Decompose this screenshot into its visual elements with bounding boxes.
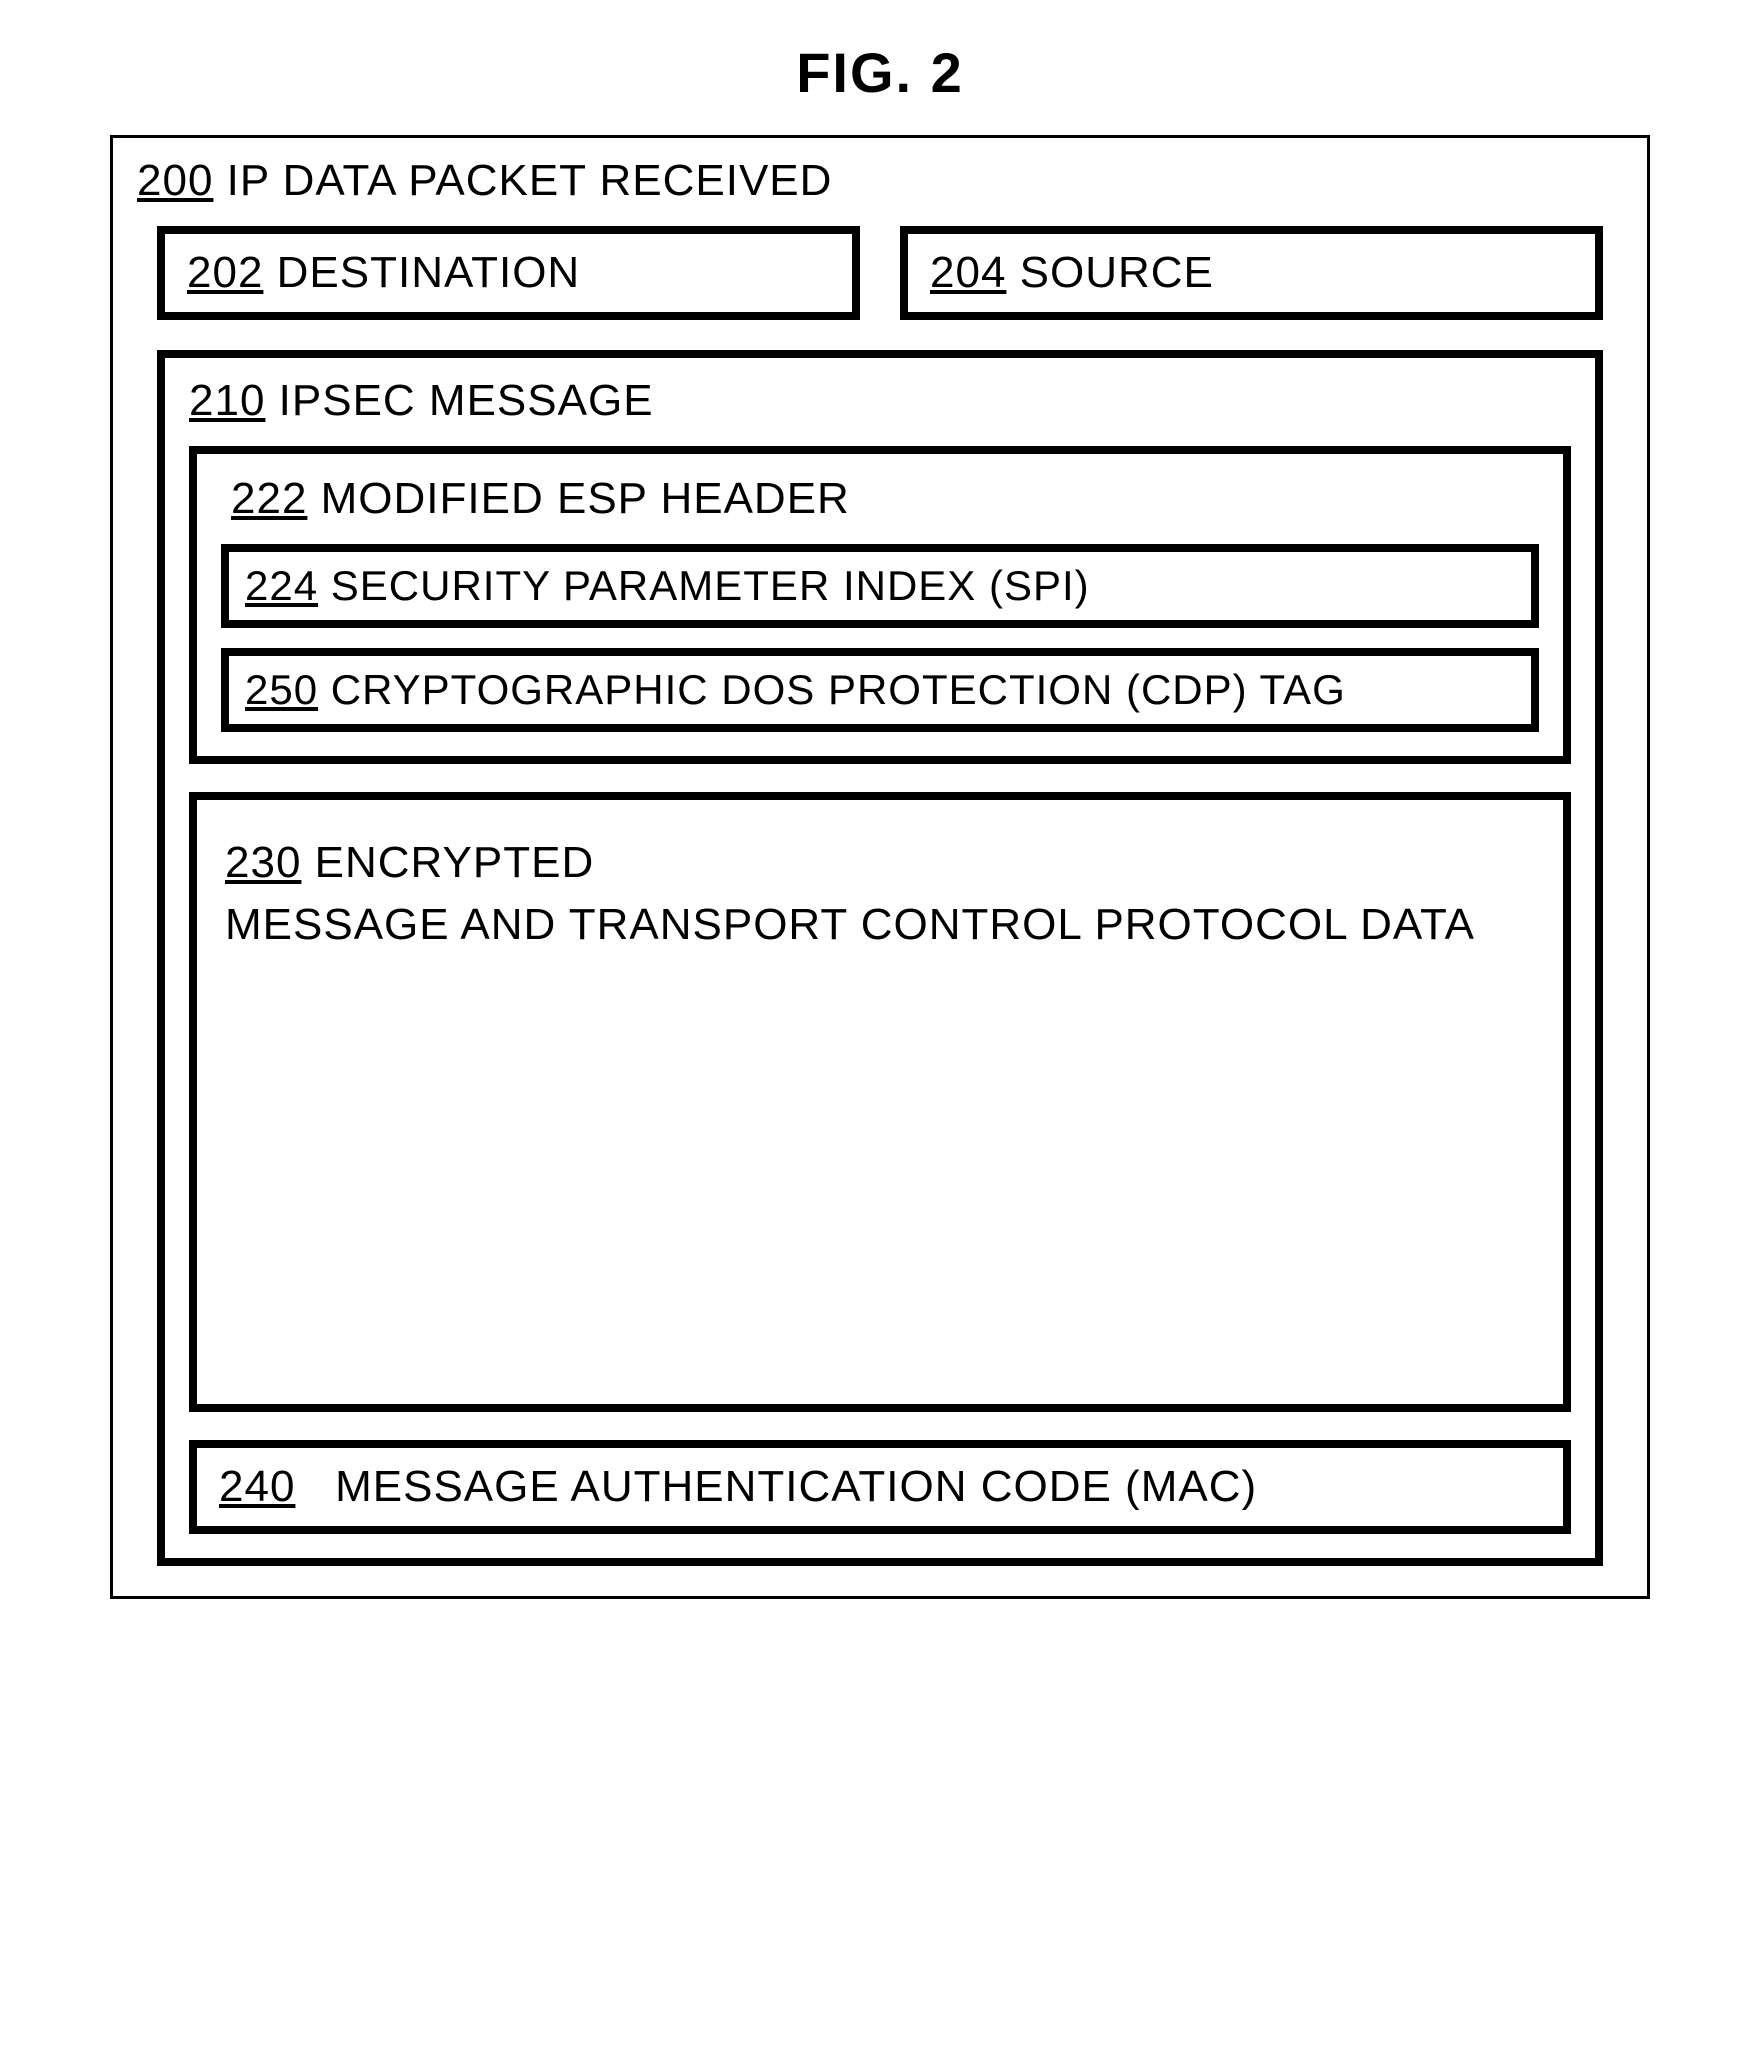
ipsec-title: 210 IPSEC MESSAGE — [189, 376, 1571, 426]
cdp-field: 250 CRYPTOGRAPHIC DOS PROTECTION (CDP) T… — [221, 648, 1539, 732]
encrypted-title: 230 ENCRYPTED MESSAGE AND TRANSPORT CONT… — [225, 832, 1535, 955]
cdp-ref: 250 — [245, 666, 318, 713]
destination-field: 202 DESTINATION — [157, 226, 860, 320]
ip-packet-label-text: IP DATA PACKET RECEIVED — [227, 156, 833, 205]
encrypted-label-line1: ENCRYPTED — [315, 838, 595, 887]
ipsec-label: IPSEC MESSAGE — [279, 376, 654, 425]
mac-spacer — [309, 1462, 335, 1511]
source-ref: 204 — [930, 248, 1006, 297]
outer-container: 200 IP DATA PACKET RECEIVED 202 DESTINAT… — [110, 135, 1650, 1599]
esp-header-box: 222 MODIFIED ESP HEADER 224 SECURITY PAR… — [189, 446, 1571, 764]
figure-title: FIG. 2 — [40, 40, 1720, 105]
destination-ref: 202 — [187, 248, 263, 297]
cdp-label: CRYPTOGRAPHIC DOS PROTECTION (CDP) TAG — [331, 666, 1346, 713]
mac-ref: 240 — [219, 1462, 295, 1511]
esp-header-label: MODIFIED ESP HEADER — [321, 474, 850, 523]
spi-field: 224 SECURITY PARAMETER INDEX (SPI) — [221, 544, 1539, 628]
spi-label: SECURITY PARAMETER INDEX (SPI) — [331, 562, 1090, 609]
spi-ref: 224 — [245, 562, 318, 609]
mac-box: 240 MESSAGE AUTHENTICATION CODE (MAC) — [189, 1440, 1571, 1534]
esp-header-title: 222 MODIFIED ESP HEADER — [221, 474, 1539, 524]
ip-packet-ref: 200 — [137, 156, 213, 205]
source-field: 204 SOURCE — [900, 226, 1603, 320]
destination-label: DESTINATION — [277, 248, 581, 297]
encrypted-ref: 230 — [225, 838, 301, 887]
esp-header-ref: 222 — [231, 474, 307, 523]
encrypted-label-line2: MESSAGE AND TRANSPORT CONTROL PROTOCOL D… — [225, 900, 1475, 949]
encrypted-box: 230 ENCRYPTED MESSAGE AND TRANSPORT CONT… — [189, 792, 1571, 1412]
source-label: SOURCE — [1020, 248, 1214, 297]
mac-label: MESSAGE AUTHENTICATION CODE (MAC) — [335, 1462, 1257, 1511]
ipsec-message-box: 210 IPSEC MESSAGE 222 MODIFIED ESP HEADE… — [157, 350, 1603, 1566]
ip-packet-title: 200 IP DATA PACKET RECEIVED — [137, 156, 1623, 206]
ipsec-ref: 210 — [189, 376, 265, 425]
header-row: 202 DESTINATION 204 SOURCE — [137, 226, 1623, 320]
ip-packet-box: 200 IP DATA PACKET RECEIVED 202 DESTINAT… — [137, 156, 1623, 1566]
